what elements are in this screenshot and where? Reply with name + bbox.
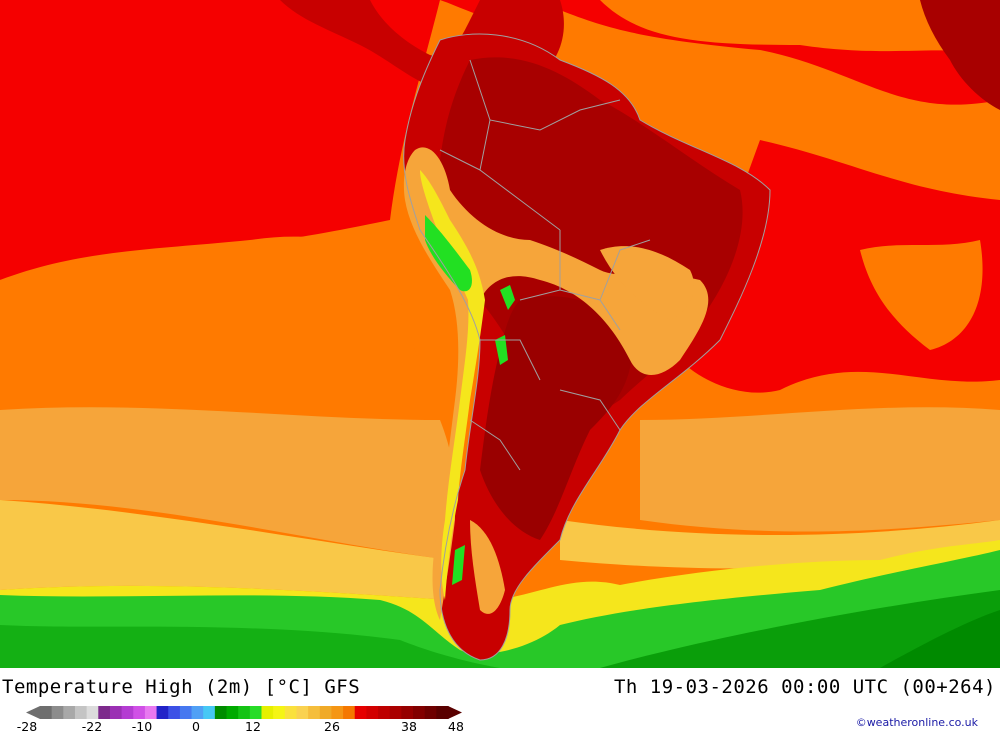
southern-ocean-dark-green [600, 590, 1000, 668]
south-atlantic-light-orange-band [640, 407, 1000, 532]
andes-green-patch-1 [425, 215, 472, 292]
atlantic-orange-patch [860, 240, 983, 350]
legend-swatch [261, 706, 274, 719]
temperature-map [0, 0, 1000, 668]
legend-swatch [296, 706, 309, 719]
south-atlantic-pale-band [560, 520, 1000, 569]
legend-tick: -22 [81, 719, 103, 734]
legend-tick: 12 [245, 719, 261, 734]
legend-arrow-low [26, 706, 40, 719]
legend-swatch [74, 706, 88, 719]
south-pacific-light-orange-band [0, 407, 457, 560]
footer-bar [0, 668, 1000, 733]
caribbean-orange-band [560, 0, 1000, 60]
map-canvas [0, 0, 1000, 668]
legend-swatch [156, 706, 169, 719]
southern-ocean-green-band-2 [0, 625, 500, 668]
south-pacific-pale-band [0, 500, 450, 600]
legend-swatch [238, 706, 251, 719]
legend-swatch [226, 706, 239, 719]
patagonia-orange-band [470, 520, 505, 614]
legend-swatch [249, 706, 263, 719]
legend-swatch [308, 706, 321, 719]
legend-swatch [319, 706, 333, 719]
legend-swatch [214, 706, 228, 719]
south-pacific-orange-band [0, 236, 430, 410]
legend-arrow-high [448, 706, 462, 719]
andes-green-patch-2 [500, 285, 515, 310]
andes-green-patch-3 [495, 335, 508, 365]
legend-swatch [40, 706, 53, 719]
color-legend [26, 705, 462, 720]
legend-tick: -28 [16, 719, 38, 734]
legend-swatch [86, 706, 99, 719]
credit-link[interactable]: ©weatheronline.co.uk [855, 716, 978, 729]
legend-tick: 38 [401, 719, 417, 734]
legend-swatch [51, 706, 64, 719]
legend-swatch [273, 706, 286, 719]
legend-swatch [331, 706, 344, 719]
legend-swatch [144, 706, 158, 719]
legend-swatch [179, 706, 193, 719]
andes-cool-band [403, 147, 709, 621]
legend-swatch [203, 706, 216, 719]
legend-swatch [354, 706, 367, 719]
chaco-hot-region [480, 296, 632, 540]
patagonia-green-patch [452, 545, 465, 585]
southern-ocean-darkest-green [880, 610, 1000, 668]
legend-swatch [378, 706, 391, 719]
legend-swatch [401, 706, 414, 719]
valid-time: Th 19-03-2026 00:00 UTC (00+264) [613, 676, 996, 698]
legend-swatch [389, 706, 402, 719]
country-borders [403, 33, 771, 661]
legend-colorbar [26, 706, 462, 719]
legend-swatch [109, 706, 123, 719]
legend-ticks: -28 -22 -10 0 12 26 38 48 [0, 719, 480, 734]
legend-swatch [284, 706, 298, 719]
legend-swatch [366, 706, 379, 719]
legend-tick: 0 [192, 719, 200, 734]
east-pacific-warm-band [0, 0, 440, 280]
legend-swatch [424, 706, 437, 719]
legend-swatch [121, 706, 134, 719]
legend-tick: -10 [131, 719, 153, 734]
africa-edge-land [920, 0, 1000, 110]
legend-swatch [413, 706, 426, 719]
legend-swatch [168, 706, 181, 719]
brazil-highland-band [600, 246, 694, 320]
legend-swatch [436, 706, 449, 719]
map-title: Temperature High (2m) [°C] GFS [2, 676, 361, 698]
legend-swatch [63, 706, 76, 719]
legend-swatch [98, 706, 111, 719]
legend-swatch [133, 706, 146, 719]
legend-swatch [343, 706, 356, 719]
legend-tick: 26 [324, 719, 340, 734]
legend-tick: 48 [448, 719, 464, 734]
legend-swatch [191, 706, 204, 719]
